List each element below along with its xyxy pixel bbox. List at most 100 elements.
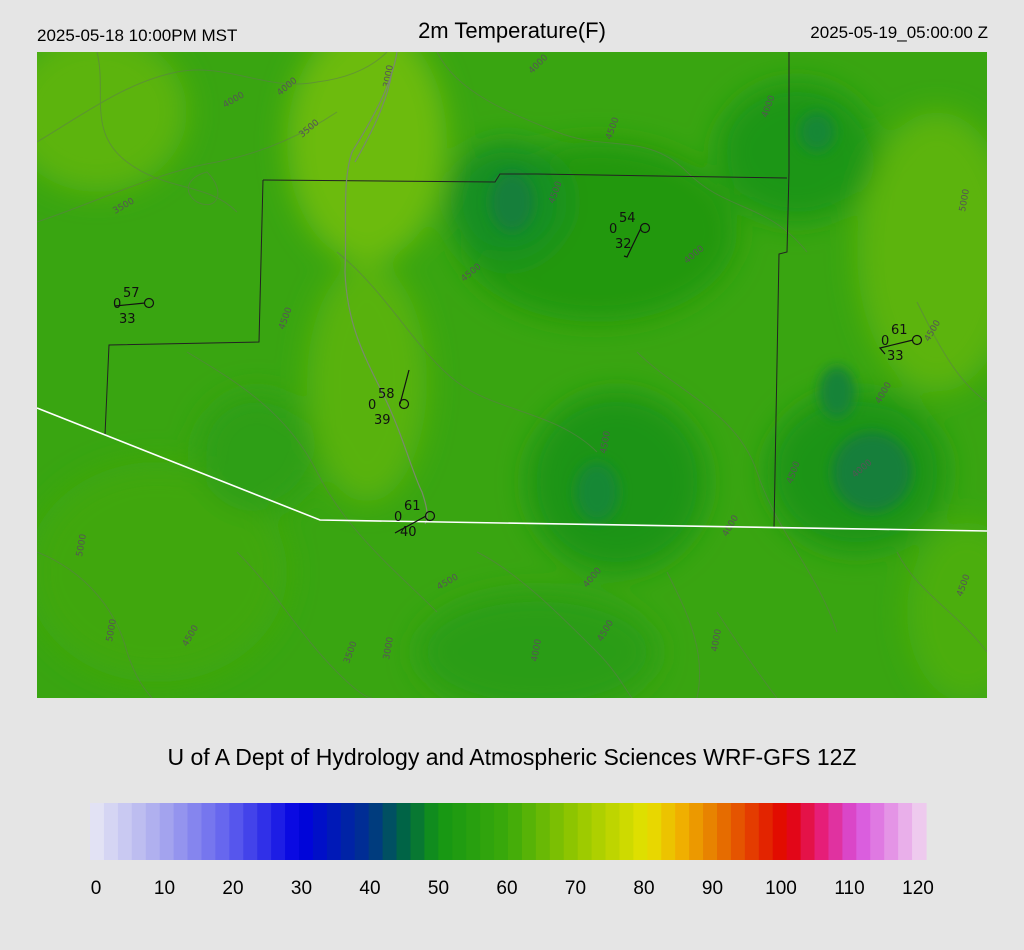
colorbar-swatch [884, 803, 899, 860]
station-temperature: 57 [123, 286, 140, 301]
colorbar-tick-label: 110 [834, 878, 864, 899]
colorbar-tick-label: 20 [222, 878, 243, 899]
station-dewpoint: 32 [615, 237, 632, 252]
colorbar-swatch [187, 803, 203, 860]
colorbar-swatch [159, 803, 175, 860]
colorbar-tick-label: 10 [154, 878, 175, 899]
colorbar-swatch [605, 803, 621, 860]
colorbar-swatch [786, 803, 802, 860]
colorbar-swatch [494, 803, 509, 860]
map-title: 2m Temperature(F) [418, 18, 606, 43]
county-boundaries [104, 52, 790, 529]
colorbar-swatch [131, 803, 147, 860]
station-temperature: 58 [378, 387, 395, 402]
station-wind-value: 0 [368, 398, 376, 413]
colorbar-swatch [563, 803, 579, 860]
wind-barb [114, 302, 146, 307]
wind-barb [878, 339, 914, 355]
contour-label: 4000 [530, 638, 544, 663]
colorbar-swatch [814, 803, 830, 860]
colorbar-swatch [689, 803, 704, 860]
colorbar-swatch [661, 803, 676, 860]
colorbar-swatch [856, 803, 871, 860]
river [344, 52, 428, 525]
station-wind-value: 0 [394, 510, 402, 525]
wind-barb [623, 227, 642, 258]
colorbar-swatch [703, 803, 718, 860]
colorbar-tick-label: 70 [565, 878, 586, 899]
station-circle [398, 398, 410, 410]
colorbar-swatch [396, 803, 412, 860]
colorbar-swatch [591, 803, 607, 860]
contour-label: 3000 [382, 636, 396, 661]
colorbar-swatch [535, 803, 551, 860]
colorbar-tick-label: 0 [91, 878, 102, 899]
colorbar-swatch [452, 803, 467, 860]
colorbar-swatch [90, 803, 105, 860]
station-wind-value: 0 [881, 334, 889, 349]
colorbar-tick-label: 100 [765, 878, 797, 899]
colorbar-swatch [229, 803, 244, 860]
colorbar-swatch [842, 803, 857, 860]
contour-label: 5000 [105, 618, 119, 643]
colorbar-swatch [354, 803, 370, 860]
header: 2025-05-18 10:00PM MST 2m Temperature(F)… [0, 0, 1024, 50]
station-dewpoint: 39 [374, 413, 391, 428]
colorbar-swatch [619, 803, 634, 860]
colorbar-swatch [271, 803, 286, 860]
colorbar-swatch [828, 803, 843, 860]
colorbar-swatch [173, 803, 189, 860]
station-temperature: 61 [404, 499, 421, 514]
temperature-field [37, 52, 987, 698]
colorbar-swatch [243, 803, 258, 860]
colorbar-swatch [257, 803, 272, 860]
elevation-contours [37, 52, 987, 698]
colorbar-strips [90, 803, 927, 860]
colorbar-tick-label: 40 [359, 878, 380, 899]
contour-label: 4000 [710, 628, 724, 653]
colorbar-swatch [466, 803, 481, 860]
colorbar-swatch [424, 803, 439, 860]
colorbar-swatch [382, 803, 398, 860]
station-temperature: 54 [619, 211, 636, 226]
colorbar-swatch [201, 803, 216, 860]
credit-line: U of A Dept of Hydrology and Atmospheric… [167, 744, 857, 770]
station-temperature: 61 [891, 323, 908, 338]
colorbar-swatch [800, 803, 816, 860]
local-time-label: 2025-05-18 10:00PM MST [37, 26, 238, 45]
colorbar-swatch [368, 803, 384, 860]
colorbar-swatch [758, 803, 774, 860]
colorbar-swatch [285, 803, 300, 860]
colorbar-swatch [521, 803, 537, 860]
colorbar-swatch [730, 803, 746, 860]
utc-time-label: 2025-05-19_05:00:00 Z [810, 23, 988, 42]
station-dewpoint: 33 [887, 349, 904, 364]
colorbar-swatch [508, 803, 523, 860]
colorbar-tick-label: 60 [496, 878, 517, 899]
colorbar-tick-label: 80 [633, 878, 654, 899]
colorbar-tick-label: 120 [902, 878, 934, 899]
colorbar-swatch [103, 803, 119, 860]
colorbar-swatch [577, 803, 593, 860]
colorbar-swatch [312, 803, 328, 860]
colorbar-swatch [438, 803, 453, 860]
colorbar-tick-label: 50 [428, 878, 449, 899]
contour-label: 5000 [75, 533, 89, 558]
colorbar-swatch [299, 803, 314, 860]
colorbar-swatch [480, 803, 495, 860]
colorbar-swatch [647, 803, 662, 860]
station-dewpoint: 40 [400, 525, 417, 540]
colorbar-swatch [549, 803, 565, 860]
contour-label: 5000 [958, 188, 972, 213]
colorbar-swatch [675, 803, 690, 860]
contour-label: 4500 [599, 430, 613, 455]
colorbar-swatch [410, 803, 425, 860]
colorbar-swatch [870, 803, 885, 860]
